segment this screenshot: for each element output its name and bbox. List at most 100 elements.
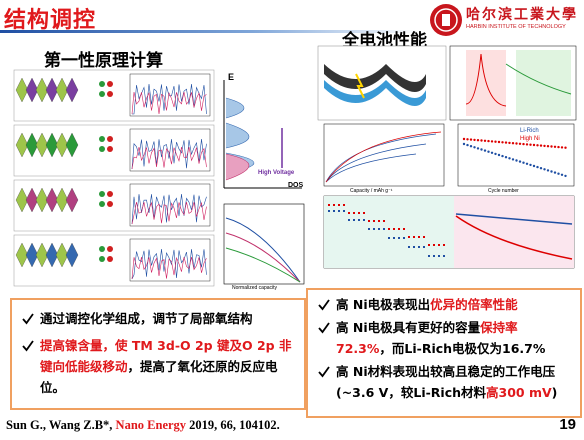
bullet-point: 提高镍含量，使 TM 3d-O 2p 键及O 2p 非键向低能级移动，提高了氧化…: [18, 335, 298, 398]
rate-dot: [338, 204, 340, 206]
crystal-octahedron: [15, 132, 29, 158]
crystal-octahedron: [15, 187, 29, 213]
check-icon: [318, 322, 330, 334]
cycle-dot: [532, 164, 536, 168]
rate-dot: [428, 255, 430, 257]
cycle-dot: [529, 143, 532, 146]
spectrum-line: [131, 138, 207, 170]
atom: [107, 136, 113, 142]
check-mark: [22, 340, 34, 352]
rate-dot: [353, 219, 355, 221]
rate-dot: [403, 228, 405, 230]
atom: [107, 91, 113, 97]
cycle-dot: [501, 154, 504, 158]
cycle-dot: [490, 151, 494, 154]
crystal-octahedron: [35, 77, 49, 103]
bullet-point: 高 Ni电极表现出优异的倍率性能: [314, 294, 574, 315]
rate-dot: [388, 237, 390, 239]
cycle-dot: [469, 145, 473, 148]
crystal-octahedron: [35, 132, 49, 158]
crystal-octahedron: [25, 242, 39, 268]
spectrum-line: [132, 84, 207, 115]
rate-dot: [408, 236, 410, 238]
bullet-point: 高 Ni材料表现出较高且稳定的工作电压(~3.6 V，较Li-Rich材料高30…: [314, 361, 574, 403]
crystal-octahedron: [45, 77, 59, 103]
cycle-dot: [543, 168, 546, 171]
cycle-dot: [525, 162, 529, 165]
crystal-octahedron: [55, 242, 69, 268]
check-mark: [318, 322, 330, 334]
atom: [99, 256, 105, 262]
rate-dot: [398, 237, 400, 239]
cycle-dot: [494, 152, 497, 156]
cycle-dot: [522, 142, 525, 146]
panel-b-curve: [465, 53, 507, 107]
bullet-point: 高 Ni电极具有更好的容量保持率 72.3%，而Li-Rich电极仅为16.7%: [314, 317, 574, 359]
cycle-curve: [455, 213, 573, 225]
rate-dot: [378, 220, 380, 222]
cycle-dot: [515, 159, 518, 162]
rate-dot: [358, 212, 360, 214]
crystal-octahedron: [25, 77, 39, 103]
slide-title: 结构调控: [4, 8, 97, 33]
crystal-octahedron: [55, 187, 69, 213]
left-conclusion-box: 通过调控化学组成，调节了局部氧结构 提高镍含量，使 TM 3d-O 2p 键及O …: [10, 298, 306, 410]
spectrum-line: [131, 91, 207, 115]
text-segment: ): [551, 385, 558, 400]
rate-dot: [393, 228, 395, 230]
logo-ring: [434, 8, 458, 32]
cycle-dot: [536, 144, 539, 147]
dos-axis-label: DOS: [288, 182, 304, 189]
rate-dot: [333, 210, 335, 212]
rate-dot: [388, 228, 390, 230]
text-segment: 高 Ni电极表现出: [336, 297, 431, 312]
capacity-curve: [225, 247, 301, 283]
capacity-axis-label: Normalized capacity: [232, 285, 278, 291]
cycle-dot: [483, 139, 487, 142]
rate-dot: [368, 220, 370, 222]
rate-dot: [343, 210, 345, 212]
dft-figure: [13, 69, 305, 287]
spectrum-line: [131, 193, 207, 225]
text-segment: 优异的倍率性能: [430, 297, 518, 312]
cycle-dot: [511, 158, 515, 161]
rate-dot: [423, 236, 425, 238]
text-segment: 保持率 72.3%: [336, 320, 518, 356]
panel-d: [457, 123, 575, 187]
cycle-dot: [487, 139, 490, 143]
rate-dot: [368, 228, 370, 230]
cycle-dot: [518, 142, 522, 145]
text-segment: Sun G., Wang Z.B*,: [6, 418, 116, 432]
dos-curves-o: [225, 153, 250, 181]
cycle-dot: [560, 173, 564, 176]
battery-figure: [317, 45, 577, 269]
cycle-dot: [504, 141, 508, 144]
cycle-dot: [546, 169, 550, 172]
crystal-octahedron: [15, 242, 29, 268]
cycle-dot: [480, 139, 483, 142]
atom: [107, 81, 113, 87]
check-icon: [22, 313, 34, 325]
cycle-dot: [515, 142, 518, 145]
rate-dot: [383, 228, 385, 230]
rate-dot: [338, 210, 340, 212]
rate-dot: [438, 255, 440, 257]
crystal-octahedron: [65, 187, 79, 213]
cycle-dot: [508, 157, 511, 160]
cycle-dot: [483, 149, 487, 152]
spectrum-line: [131, 146, 207, 170]
rate-dot: [358, 219, 360, 221]
rate-dot: [393, 237, 395, 239]
crystal-octahedron: [65, 242, 79, 268]
title-underline: [0, 30, 420, 33]
cell-layer: [324, 80, 426, 106]
crystal-octahedron: [45, 187, 59, 213]
cycle-dot: [550, 170, 553, 173]
capacity-axis-label: Capacity / mAh g⁻¹: [350, 188, 393, 194]
crystal-octahedron: [25, 132, 39, 158]
panel-c-curves: [325, 131, 442, 183]
check-mark: [318, 366, 330, 378]
rate-dot: [433, 244, 435, 246]
cycle-dot: [557, 145, 560, 149]
